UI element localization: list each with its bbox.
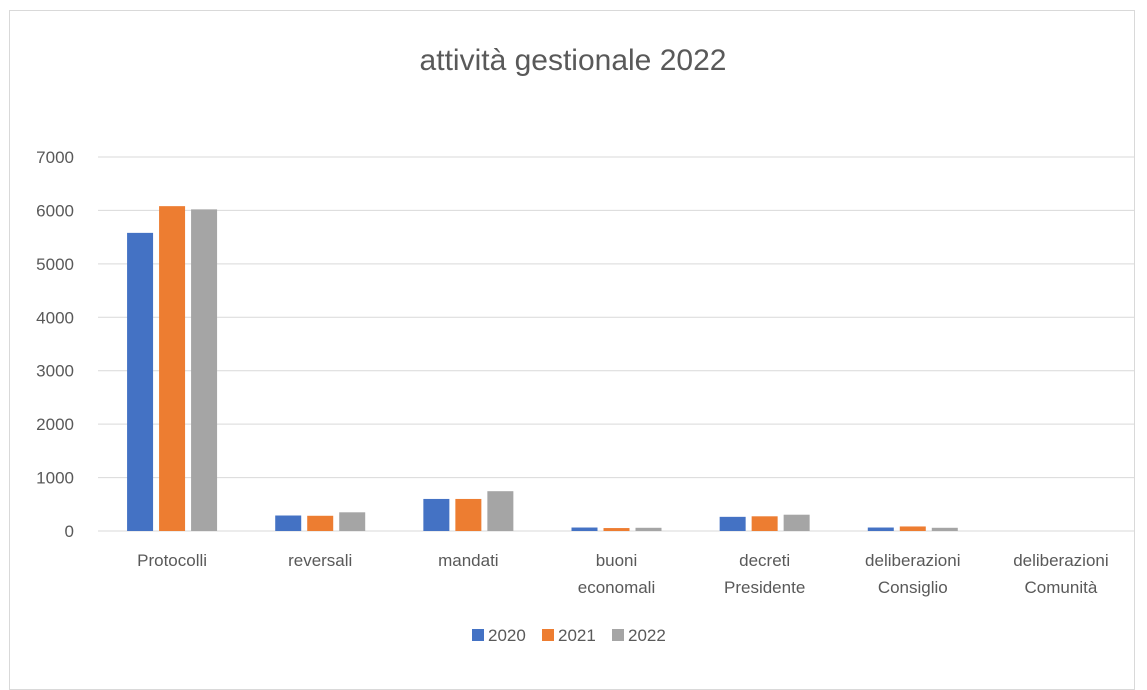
gridlines [98,156,1135,532]
x-category-label: deliberazioni [1013,551,1108,570]
y-tick-label: 4000 [36,308,74,327]
x-category-label: decreti [739,551,790,570]
legend-swatch [472,629,484,641]
x-category-label: Protocolli [137,551,207,570]
bar-2021 [899,526,926,531]
x-category-label: deliberazioni [865,551,960,570]
chart-title: attività gestionale 2022 [420,44,727,77]
bar-2022 [783,514,810,531]
bar-2022 [339,512,366,531]
y-tick-label: 6000 [36,201,74,220]
bar-2021 [603,528,630,531]
bar-2022 [191,209,218,532]
bar-2020 [719,516,746,531]
x-category-label: Presidente [724,578,805,597]
bar-2020 [127,232,154,531]
x-category-label: reversali [288,551,352,570]
y-tick-label: 5000 [36,255,74,274]
legend-label: 2020 [488,626,526,645]
bar-2020 [571,527,598,531]
bar-2020 [867,527,894,531]
legend-swatch [542,629,554,641]
bar-2020 [423,498,450,531]
bar-2022 [931,527,958,531]
legend-label: 2021 [558,626,596,645]
bar-2021 [751,516,778,531]
bar-2021 [307,515,334,531]
bar-2020 [275,515,302,531]
bars [127,206,958,532]
x-category-label: economali [578,578,656,597]
bar-2022 [487,491,514,531]
bar-2021 [159,206,186,531]
x-category-label: Comunità [1025,578,1098,597]
x-category-label: mandati [438,551,498,570]
bar-2022 [635,527,662,531]
x-axis-categories: Protocolli reversali mandati buoni economali… [137,551,1109,597]
bar-2021 [455,498,482,531]
y-tick-label: 7000 [36,148,74,167]
legend-label: 2022 [628,626,666,645]
y-tick-label: 2000 [36,415,74,434]
x-category-label: buoni [596,551,638,570]
legend-swatch [612,629,624,641]
bar-chart: attività gestionale 2022 0 1000 2000 3000 40… [36,44,1135,645]
y-axis-ticks: 0 1000 2000 3000 4000 5000 6000 7000 [36,148,74,541]
y-tick-label: 3000 [36,362,74,381]
x-category-label: Consiglio [878,578,948,597]
y-tick-label: 1000 [36,469,74,488]
legend: 2020 2021 2022 [472,626,666,645]
y-tick-label: 0 [65,522,74,541]
